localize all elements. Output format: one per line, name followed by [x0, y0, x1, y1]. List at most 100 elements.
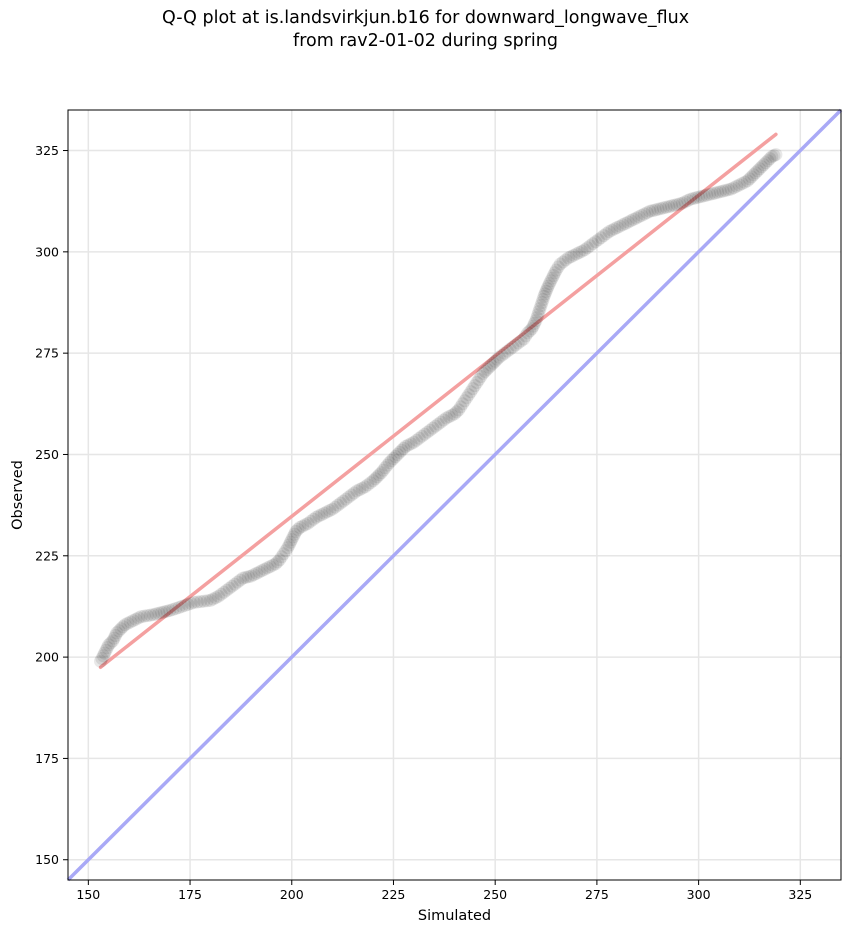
scatter-point-111 [370, 470, 384, 484]
scatter-point-178 [525, 322, 539, 336]
scatter-point-80 [289, 525, 303, 538]
scatter-point-9 [107, 631, 121, 645]
scatter-point-221 [608, 222, 621, 236]
scatter-point-99 [339, 492, 353, 506]
scatter-point-112 [372, 468, 386, 482]
scatter-point-101 [344, 488, 358, 502]
scatter-point-201 [553, 257, 567, 271]
scatter-point-98 [336, 494, 350, 508]
scatter-point-94 [325, 502, 339, 516]
scatter-point-255 [700, 188, 714, 202]
scatter-point-245 [673, 197, 687, 211]
scatter-point-35 [175, 599, 189, 613]
scatter-point-108 [363, 476, 377, 490]
scatter-point-196 [545, 271, 559, 285]
scatter-point-282 [765, 150, 779, 164]
scatter-point-31 [163, 604, 177, 617]
scatter-point-105 [355, 481, 369, 495]
scatter-point-265 [727, 181, 741, 195]
scatter-point-86 [304, 514, 318, 528]
scatter-point-39 [187, 595, 201, 609]
scatter-point-278 [757, 158, 771, 172]
scatter-point-220 [605, 223, 619, 237]
scatter-point-21 [134, 610, 148, 624]
scatter-point-109 [366, 474, 380, 488]
scatter-point-180 [528, 316, 541, 330]
scatter-point-70 [273, 553, 287, 567]
scatter-point-122 [393, 445, 407, 459]
scatter-point-241 [662, 200, 676, 214]
scatter-point-211 [580, 241, 594, 255]
scatter-point-44 [203, 593, 217, 607]
scatter-point-96 [331, 498, 345, 512]
scatter-point-264 [724, 182, 738, 196]
scatter-point-213 [586, 237, 600, 251]
scatter-point-200 [551, 260, 565, 274]
scatter-point-181 [529, 314, 543, 328]
scatter-point-190 [538, 287, 552, 301]
scatter-point-78 [286, 530, 300, 544]
scatter-point-123 [395, 443, 409, 457]
scatter-point-212 [583, 239, 597, 253]
scatter-point-235 [646, 204, 659, 218]
scatter-point-81 [291, 522, 305, 536]
scatter-point-281 [763, 152, 777, 166]
scatter-point-74 [281, 541, 295, 555]
scatter-point-231 [635, 208, 649, 222]
chart-title-line-2: from rav2-01-02 during spring [293, 31, 558, 51]
scatter-point-114 [376, 463, 390, 477]
scatter-point-133 [420, 425, 434, 439]
scatter-point-30 [160, 604, 174, 618]
scatter-point-251 [689, 191, 703, 205]
scatter-point-64 [258, 562, 272, 576]
scatter-point-173 [514, 334, 528, 348]
scatter-point-71 [275, 550, 289, 564]
scatter-point-18 [126, 614, 140, 628]
scatter-point-12 [112, 624, 126, 638]
scatter-point-45 [206, 592, 220, 606]
scatter-point-36 [178, 598, 192, 612]
scatter-point-4 [99, 643, 113, 657]
scatter-point-19 [129, 612, 143, 626]
scatter-point-208 [572, 246, 586, 259]
scatter-point-204 [561, 251, 575, 265]
scatter-point-29 [157, 605, 171, 619]
scatter-point-222 [610, 221, 624, 234]
x-tick-label-7: 325 [788, 887, 812, 902]
scatter-point-54 [231, 575, 244, 589]
scatter-point-266 [730, 179, 744, 193]
scatter-point-225 [618, 217, 632, 230]
scatter-point-232 [637, 207, 651, 221]
scatter-point-189 [537, 289, 551, 303]
scatter-point-159 [480, 362, 494, 376]
scatter-point-53 [228, 577, 242, 591]
scatter-point-254 [697, 189, 711, 203]
scatter-point-33 [169, 602, 183, 615]
scatter-point-209 [575, 244, 589, 258]
scatter-point-130 [412, 431, 426, 445]
scatter-point-197 [547, 269, 560, 282]
scatter-point-7 [104, 636, 118, 650]
fit-line [98, 132, 778, 669]
scatter-point-270 [740, 174, 754, 188]
scatter-point-138 [434, 415, 448, 429]
scatter-point-276 [753, 162, 767, 176]
scatter-point-49 [217, 585, 231, 599]
scatter-point-151 [464, 385, 478, 399]
scatter-point-97 [334, 496, 348, 510]
x-tick-label-6: 300 [687, 887, 711, 902]
scatter-point-67 [266, 558, 280, 572]
scatter-point-129 [410, 433, 423, 447]
x-tick-label-5: 275 [585, 887, 609, 902]
scatter-point-271 [743, 172, 756, 186]
scatter-points [94, 148, 783, 668]
scatter-point-167 [498, 346, 512, 360]
scatter-point-63 [255, 564, 269, 578]
scatter-point-103 [350, 484, 364, 498]
scatter-point-141 [442, 410, 456, 424]
scatter-point-106 [358, 480, 372, 494]
scatter-point-149 [460, 391, 474, 405]
scatter-point-110 [368, 472, 382, 486]
scatter-point-102 [347, 486, 361, 500]
